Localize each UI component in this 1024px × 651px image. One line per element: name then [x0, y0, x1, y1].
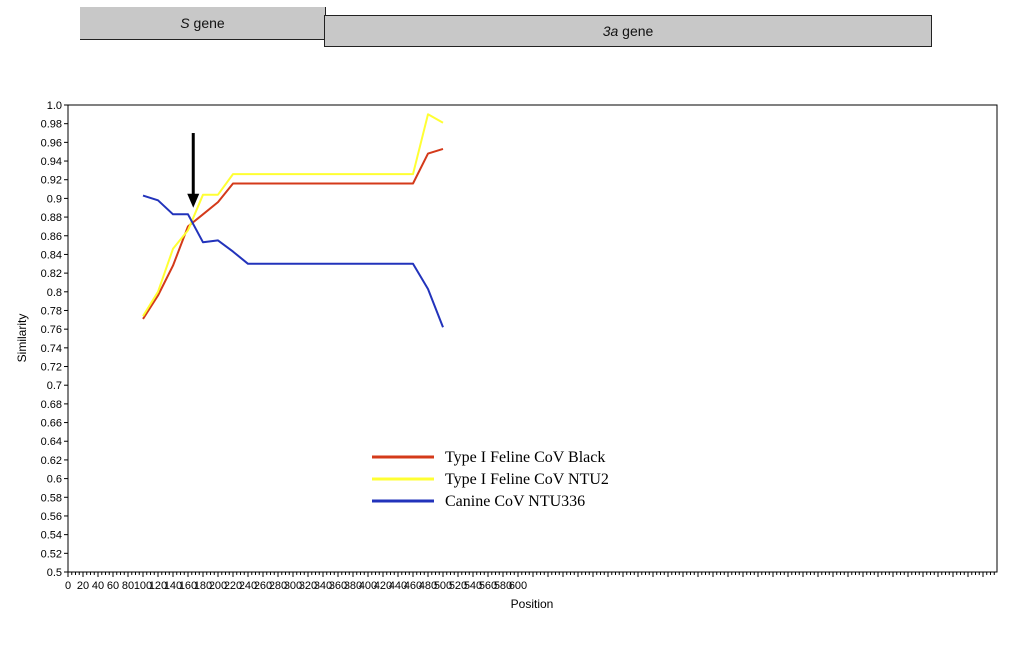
y-tick-label: 0.98 — [41, 119, 62, 131]
x-tick-label: 320 — [299, 580, 317, 592]
y-tick-label: 0.74 — [41, 343, 62, 355]
y-tick-label: 0.92 — [41, 175, 62, 187]
y-tick-label: 0.76 — [41, 324, 62, 336]
x-tick-label: 400 — [359, 580, 377, 592]
s-gene-box: S gene — [80, 7, 326, 40]
y-tick-label: 0.54 — [41, 530, 62, 542]
y-tick-label: 0.62 — [41, 455, 62, 467]
y-tick-label: 0.7 — [47, 380, 62, 392]
3a-gene-name: 3a — [602, 23, 619, 39]
x-tick-label: 500 — [434, 580, 452, 592]
annotations — [187, 133, 200, 208]
x-tick-label: 160 — [179, 580, 197, 592]
y-tick-label: 0.88 — [41, 212, 62, 224]
x-tick-label: 260 — [254, 580, 272, 592]
down-arrow-icon — [187, 193, 200, 208]
series-line-2 — [142, 194, 444, 328]
3a-gene-box: 3a gene — [324, 15, 932, 47]
y-tick-label: 0.96 — [41, 137, 62, 149]
x-axis: 0 20 40 60 80 1001201401601802002202402602803… — [65, 572, 995, 592]
plot-area — [67, 104, 998, 573]
y-tick-label: 0.9 — [47, 193, 62, 205]
y-axis-title: Similarity — [15, 314, 29, 363]
series-lines — [142, 113, 444, 328]
series-line-0 — [142, 147, 444, 320]
y-tick-label: 0.56 — [41, 511, 62, 523]
x-tick-label: 120 — [149, 580, 167, 592]
y-tick-label: 0.5 — [47, 567, 62, 579]
x-tick-label: 180 — [194, 580, 212, 592]
y-tick-label: 0.6 — [47, 474, 62, 486]
x-tick-label: 100 — [134, 580, 152, 592]
x-axis-title: Position — [511, 597, 554, 611]
y-tick-label: 0.58 — [41, 492, 62, 504]
x-tick-label: 440 — [389, 580, 407, 592]
s-gene-suffix: gene — [189, 15, 225, 31]
x-tick-label: 540 — [464, 580, 482, 592]
x-tick-label: 520 — [449, 580, 467, 592]
x-tick-label: 300 — [284, 580, 302, 592]
y-tick-label: 0.52 — [41, 548, 62, 560]
x-tick-label: 200 — [209, 580, 227, 592]
legend-label-0: Type I Feline CoV Black — [445, 449, 605, 466]
x-tick-label: 0 — [65, 580, 71, 592]
x-tick-label: 480 — [419, 580, 437, 592]
y-tick-label: 0.64 — [41, 436, 62, 448]
y-tick-label: 0.66 — [41, 418, 62, 430]
x-tick-label: 580 — [494, 580, 512, 592]
x-tick-label: 20 — [77, 580, 89, 592]
y-tick-label: 0.8 — [47, 287, 62, 299]
y-tick-label: 0.68 — [41, 399, 62, 411]
3a-gene-suffix: gene — [618, 23, 654, 39]
legend-label-2: Canine CoV NTU336 — [445, 493, 585, 510]
series-line-1 — [142, 113, 444, 317]
y-tick-label: 0.86 — [41, 231, 62, 243]
x-tick-label: 140 — [164, 580, 182, 592]
x-tick-label: 280 — [269, 580, 287, 592]
x-tick-label: 80 — [122, 580, 134, 592]
x-tick-label: 60 — [107, 580, 119, 592]
legend: Type I Feline CoV Black Type I Feline CoV… — [372, 449, 609, 510]
x-tick-label: 40 — [92, 580, 104, 592]
x-tick-label: 340 — [314, 580, 332, 592]
s-gene-name: S — [180, 15, 190, 31]
x-tick-label: 360 — [329, 580, 347, 592]
y-tick-label: 0.94 — [41, 156, 62, 168]
y-tick-label: 0.84 — [41, 249, 62, 261]
x-tick-label: 380 — [344, 580, 362, 592]
y-tick-label: 1.0 — [47, 100, 62, 112]
x-tick-label: 560 — [479, 580, 497, 592]
x-tick-label: 460 — [404, 580, 422, 592]
x-tick-label: 600 — [509, 580, 527, 592]
y-tick-label: 0.82 — [41, 268, 62, 280]
y-tick-label: 0.72 — [41, 362, 62, 374]
y-tick-label: 0.78 — [41, 305, 62, 317]
x-tick-label: 220 — [224, 580, 242, 592]
y-axis: 1.0 0.98 0.96 0.94 0.92 0.9 0.88 0.86 0.84 0.82 0.… — [41, 100, 68, 579]
legend-label-1: Type I Feline CoV NTU2 — [445, 471, 609, 488]
x-tick-label: 420 — [374, 580, 392, 592]
x-tick-label: 240 — [239, 580, 257, 592]
